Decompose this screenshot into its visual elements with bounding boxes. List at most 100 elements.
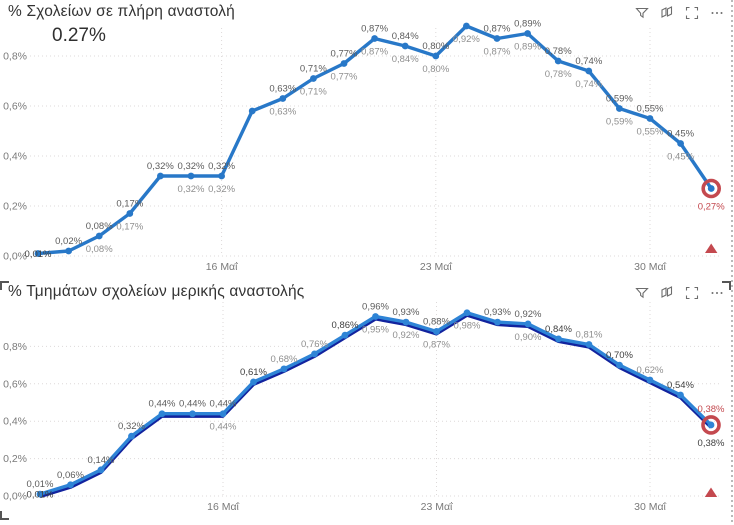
svg-text:0,93%: 0,93% — [484, 307, 511, 318]
svg-text:0,76%: 0,76% — [301, 339, 328, 350]
svg-text:0,32%: 0,32% — [208, 161, 235, 172]
svg-text:0,92%: 0,92% — [453, 34, 480, 45]
copy-visual-icon[interactable] — [660, 6, 674, 20]
svg-text:0,06%: 0,06% — [57, 470, 84, 481]
svg-text:0,2%: 0,2% — [3, 453, 27, 465]
svg-text:0,84%: 0,84% — [545, 324, 572, 335]
svg-text:0,32%: 0,32% — [178, 161, 205, 172]
svg-text:0,38%: 0,38% — [698, 438, 725, 449]
svg-text:0,32%: 0,32% — [147, 161, 174, 172]
svg-text:0,17%: 0,17% — [116, 199, 143, 210]
svg-text:0,55%: 0,55% — [637, 104, 664, 115]
svg-text:0,59%: 0,59% — [606, 117, 633, 128]
focus-mode-icon[interactable] — [685, 286, 699, 300]
selection-corner-icon — [722, 281, 731, 290]
svg-text:0,87%: 0,87% — [361, 24, 388, 35]
svg-text:0,01%: 0,01% — [25, 249, 52, 260]
svg-text:0,84%: 0,84% — [392, 54, 419, 65]
svg-text:0,08%: 0,08% — [86, 221, 113, 232]
svg-text:0,02%: 0,02% — [55, 236, 82, 247]
svg-text:0,2%: 0,2% — [3, 201, 27, 213]
svg-text:0,63%: 0,63% — [269, 84, 296, 95]
svg-text:0,6%: 0,6% — [3, 378, 27, 390]
visual-header-toolbar-bottom — [635, 286, 724, 300]
svg-text:0,81%: 0,81% — [576, 330, 603, 341]
svg-text:0,6%: 0,6% — [3, 101, 27, 113]
svg-text:0,8%: 0,8% — [3, 51, 27, 63]
svg-text:0,92%: 0,92% — [393, 330, 420, 341]
svg-text:0,78%: 0,78% — [545, 46, 572, 57]
svg-text:0,32%: 0,32% — [208, 184, 235, 195]
svg-text:0,45%: 0,45% — [667, 152, 694, 163]
svg-text:23 Μαΐ: 23 Μαΐ — [420, 261, 452, 273]
svg-text:0,17%: 0,17% — [116, 222, 143, 233]
svg-text:0,78%: 0,78% — [545, 69, 572, 80]
svg-text:0,44%: 0,44% — [210, 422, 237, 433]
svg-text:0,92%: 0,92% — [515, 309, 542, 320]
svg-text:0,44%: 0,44% — [149, 399, 176, 410]
svg-text:0,98%: 0,98% — [454, 321, 481, 332]
svg-text:0,01%: 0,01% — [27, 479, 54, 490]
svg-text:0,74%: 0,74% — [575, 56, 602, 67]
svg-text:0,68%: 0,68% — [271, 354, 298, 365]
svg-text:0,45%: 0,45% — [667, 129, 694, 140]
svg-text:0,14%: 0,14% — [88, 455, 115, 466]
svg-text:0,0%: 0,0% — [3, 491, 27, 503]
svg-text:0,77%: 0,77% — [331, 49, 358, 60]
svg-text:0,80%: 0,80% — [422, 64, 449, 75]
visual-header-toolbar-top — [635, 6, 724, 20]
svg-text:0,84%: 0,84% — [392, 31, 419, 42]
svg-text:0,62%: 0,62% — [637, 365, 664, 376]
svg-text:30 Μαΐ: 30 Μαΐ — [634, 261, 666, 273]
more-options-icon[interactable] — [710, 6, 724, 20]
svg-text:0,08%: 0,08% — [86, 244, 113, 255]
svg-text:0,74%: 0,74% — [575, 79, 602, 90]
svg-text:16 Μαΐ: 16 Μαΐ — [206, 261, 238, 273]
svg-text:0,95%: 0,95% — [362, 324, 389, 335]
svg-text:0,87%: 0,87% — [484, 24, 511, 35]
svg-text:0,87%: 0,87% — [484, 47, 511, 58]
svg-text:0,4%: 0,4% — [3, 151, 27, 163]
copy-visual-icon[interactable] — [660, 286, 674, 300]
svg-text:0,01%: 0,01% — [27, 490, 54, 501]
svg-text:0,38%: 0,38% — [698, 404, 725, 415]
svg-text:0,70%: 0,70% — [606, 350, 633, 361]
svg-text:0,55%: 0,55% — [637, 127, 664, 138]
svg-text:0,89%: 0,89% — [514, 42, 541, 53]
focus-mode-icon[interactable] — [685, 6, 699, 20]
svg-text:0,87%: 0,87% — [361, 47, 388, 58]
svg-text:0,71%: 0,71% — [300, 87, 327, 98]
svg-text:0,8%: 0,8% — [3, 341, 27, 353]
svg-text:0,27%: 0,27% — [698, 202, 725, 213]
svg-text:0,59%: 0,59% — [606, 94, 633, 105]
more-options-icon[interactable] — [710, 286, 724, 300]
svg-text:0,32%: 0,32% — [178, 184, 205, 195]
svg-text:0,44%: 0,44% — [210, 399, 237, 410]
svg-text:0,54%: 0,54% — [667, 380, 694, 391]
svg-text:0,44%: 0,44% — [179, 399, 206, 410]
svg-text:0,90%: 0,90% — [515, 332, 542, 343]
svg-text:0,87%: 0,87% — [423, 339, 450, 350]
svg-text:0,0%: 0,0% — [3, 251, 27, 263]
svg-text:0,77%: 0,77% — [331, 72, 358, 83]
svg-text:0,61%: 0,61% — [240, 367, 267, 378]
svg-text:0,4%: 0,4% — [3, 416, 27, 428]
svg-text:0,32%: 0,32% — [118, 421, 145, 432]
chart-title-partial-suspension: % Τμημάτων σχολείων μερικής αναστολής — [8, 283, 305, 300]
svg-text:0,86%: 0,86% — [332, 320, 359, 331]
selection-corner-icon — [0, 511, 9, 520]
svg-text:30 Μαΐ: 30 Μαΐ — [634, 501, 666, 513]
svg-text:23 Μαΐ: 23 Μαΐ — [421, 501, 453, 513]
svg-text:16 Μαΐ: 16 Μαΐ — [207, 501, 239, 513]
svg-text:0,71%: 0,71% — [300, 64, 327, 75]
page-edge-dashed-strip — [731, 0, 733, 525]
svg-text:0,93%: 0,93% — [393, 307, 420, 318]
filter-icon[interactable] — [635, 286, 649, 300]
svg-text:0,89%: 0,89% — [514, 19, 541, 30]
selection-corner-icon — [0, 281, 9, 290]
svg-text:0,88%: 0,88% — [423, 316, 450, 327]
last-value-callout: 0.27% — [52, 25, 106, 46]
filter-icon[interactable] — [635, 6, 649, 20]
